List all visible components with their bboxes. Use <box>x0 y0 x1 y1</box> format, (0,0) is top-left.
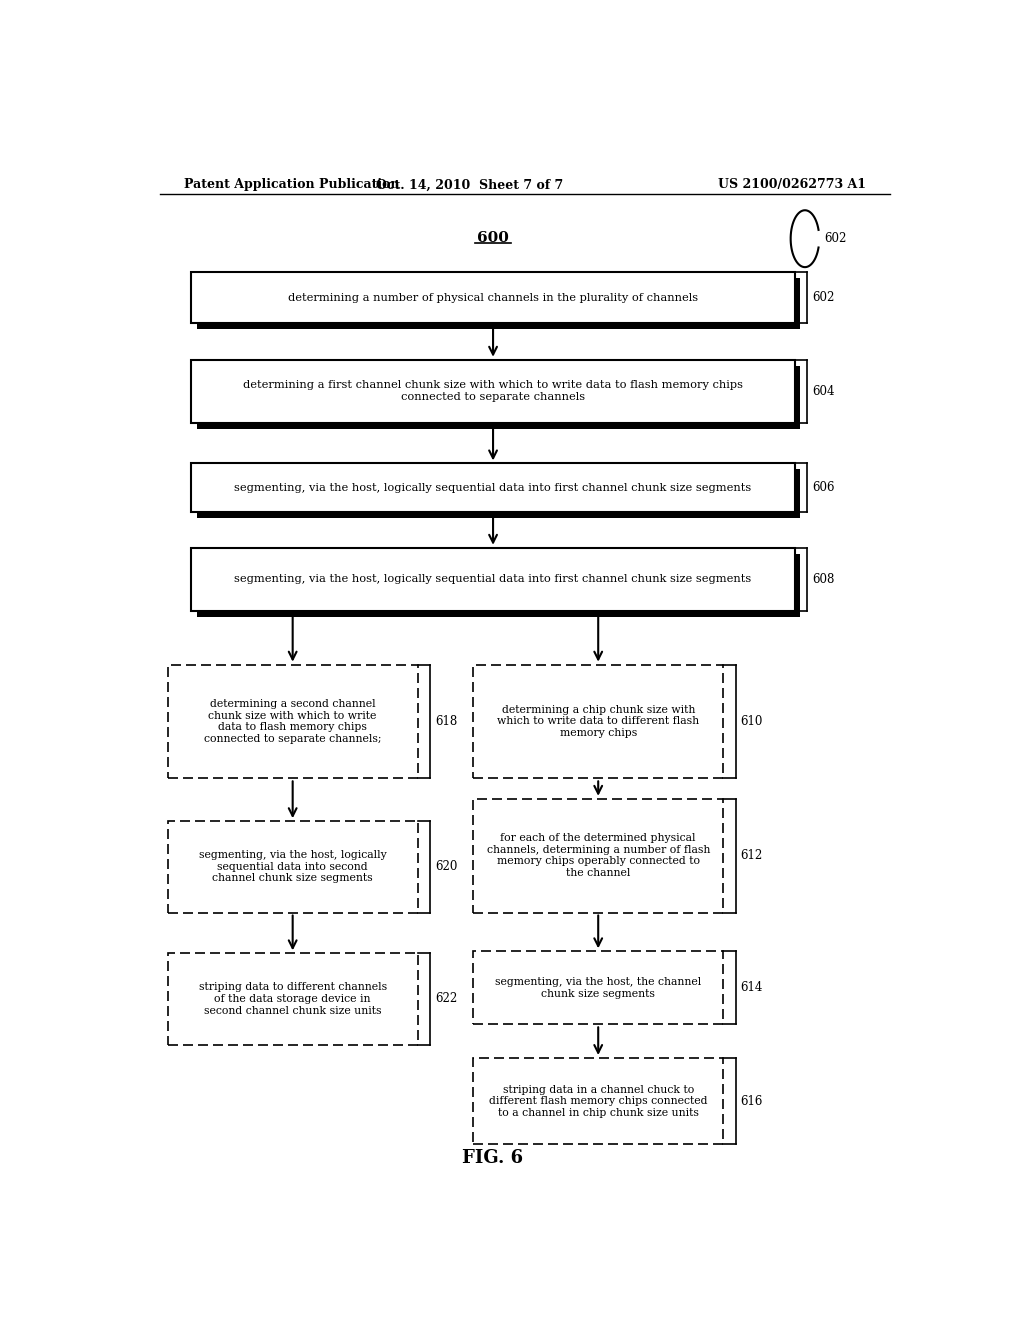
FancyBboxPatch shape <box>197 366 800 429</box>
Text: segmenting, via the host, logically
sequential data into second
channel chunk si: segmenting, via the host, logically sequ… <box>199 850 386 883</box>
FancyBboxPatch shape <box>197 554 800 616</box>
FancyBboxPatch shape <box>191 548 795 611</box>
FancyBboxPatch shape <box>197 279 800 329</box>
Text: US 2100/0262773 A1: US 2100/0262773 A1 <box>718 178 866 191</box>
Text: 608: 608 <box>812 573 835 586</box>
Text: determining a chip chunk size with
which to write data to different flash
memory: determining a chip chunk size with which… <box>497 705 699 738</box>
FancyBboxPatch shape <box>168 664 418 779</box>
Text: 606: 606 <box>812 482 835 494</box>
Text: segmenting, via the host, logically sequential data into first channel chunk siz: segmenting, via the host, logically sequ… <box>234 574 752 585</box>
Text: 602: 602 <box>824 232 847 246</box>
Text: 616: 616 <box>740 1094 763 1107</box>
Text: segmenting, via the host, the channel
chunk size segments: segmenting, via the host, the channel ch… <box>495 977 701 999</box>
Text: 612: 612 <box>740 849 763 862</box>
FancyBboxPatch shape <box>191 272 795 323</box>
Text: determining a number of physical channels in the plurality of channels: determining a number of physical channel… <box>288 293 698 302</box>
Text: 620: 620 <box>435 861 458 874</box>
Text: determining a second channel
chunk size with which to write
data to flash memory: determining a second channel chunk size … <box>204 700 381 744</box>
Text: determining a first channel chunk size with which to write data to flash memory : determining a first channel chunk size w… <box>243 380 743 403</box>
FancyBboxPatch shape <box>473 1057 723 1144</box>
Text: 614: 614 <box>740 981 763 994</box>
Text: for each of the determined physical
channels, determining a number of flash
memo: for each of the determined physical chan… <box>486 833 710 878</box>
Text: Oct. 14, 2010  Sheet 7 of 7: Oct. 14, 2010 Sheet 7 of 7 <box>376 178 563 191</box>
FancyBboxPatch shape <box>168 821 418 912</box>
FancyBboxPatch shape <box>168 953 418 1044</box>
Text: 604: 604 <box>812 384 835 397</box>
FancyBboxPatch shape <box>473 664 723 779</box>
FancyBboxPatch shape <box>197 470 800 519</box>
FancyBboxPatch shape <box>473 799 723 912</box>
Text: striping data in a channel chuck to
different flash memory chips connected
to a : striping data in a channel chuck to diff… <box>488 1085 708 1118</box>
FancyBboxPatch shape <box>473 952 723 1024</box>
Text: 600: 600 <box>477 231 509 244</box>
Text: 610: 610 <box>740 715 763 729</box>
Text: striping data to different channels
of the data storage device in
second channel: striping data to different channels of t… <box>199 982 387 1015</box>
Text: FIG. 6: FIG. 6 <box>463 1148 523 1167</box>
Text: segmenting, via the host, logically sequential data into first channel chunk siz: segmenting, via the host, logically sequ… <box>234 483 752 492</box>
FancyBboxPatch shape <box>191 359 795 422</box>
Text: 622: 622 <box>435 993 458 1006</box>
Text: Patent Application Publication: Patent Application Publication <box>183 178 399 191</box>
Text: 602: 602 <box>812 292 835 304</box>
FancyBboxPatch shape <box>191 463 795 512</box>
Text: 618: 618 <box>435 715 458 729</box>
